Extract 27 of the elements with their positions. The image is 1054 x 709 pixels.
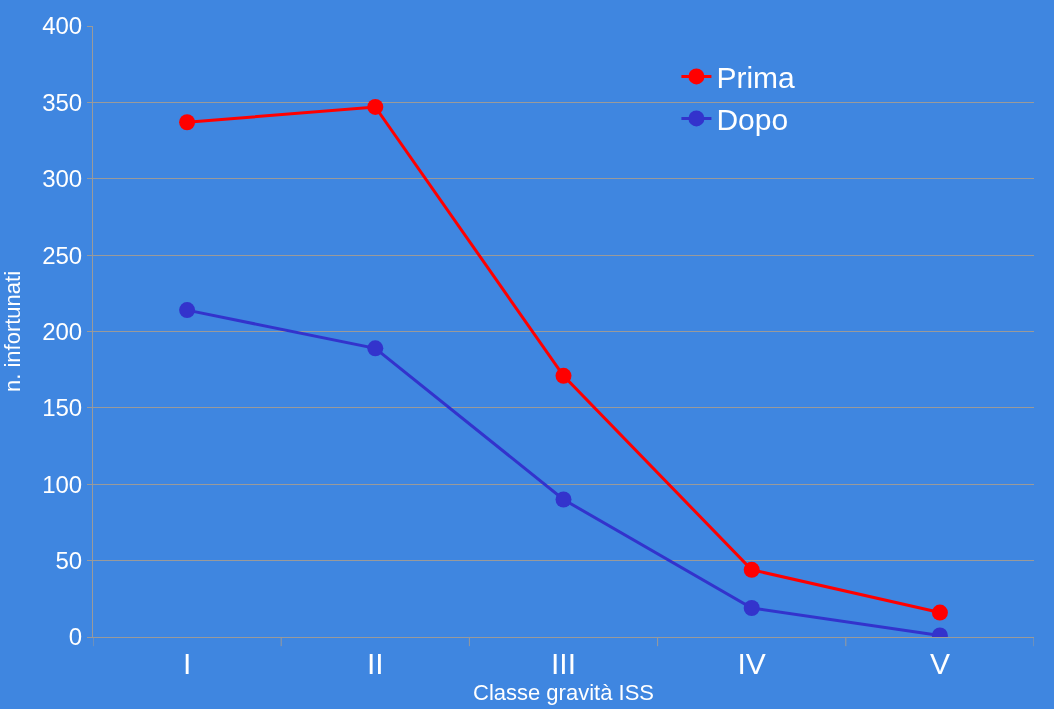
point bbox=[743, 561, 760, 578]
point bbox=[367, 98, 384, 115]
legend-label: Dopo bbox=[716, 103, 789, 137]
point bbox=[367, 340, 384, 357]
point bbox=[743, 599, 760, 616]
y-tick-label: 150 bbox=[42, 394, 83, 422]
x-tick-label: I bbox=[182, 647, 192, 680]
x-tick-label: II bbox=[366, 647, 384, 680]
y-tick-label: 200 bbox=[42, 317, 83, 345]
point bbox=[179, 302, 196, 319]
x-tick-label: V bbox=[929, 647, 950, 680]
y-axis-title: n. infortunati bbox=[0, 270, 25, 393]
y-tick-label: 350 bbox=[42, 88, 83, 116]
y-tick-label: 0 bbox=[68, 623, 83, 651]
point bbox=[555, 491, 572, 508]
y-tick-label: 400 bbox=[42, 12, 83, 40]
x-axis-title: Classe gravità ISS bbox=[473, 680, 654, 705]
point bbox=[179, 114, 196, 131]
point bbox=[931, 604, 948, 621]
legend-label: Prima bbox=[716, 61, 796, 95]
y-tick-label: 100 bbox=[42, 470, 83, 498]
x-tick-label: IV bbox=[737, 647, 766, 680]
point bbox=[555, 367, 572, 384]
y-tick-label: 250 bbox=[42, 241, 83, 269]
y-tick-label: 300 bbox=[42, 165, 83, 193]
y-tick-label: 50 bbox=[55, 547, 83, 575]
x-tick-label: III bbox=[550, 647, 577, 680]
